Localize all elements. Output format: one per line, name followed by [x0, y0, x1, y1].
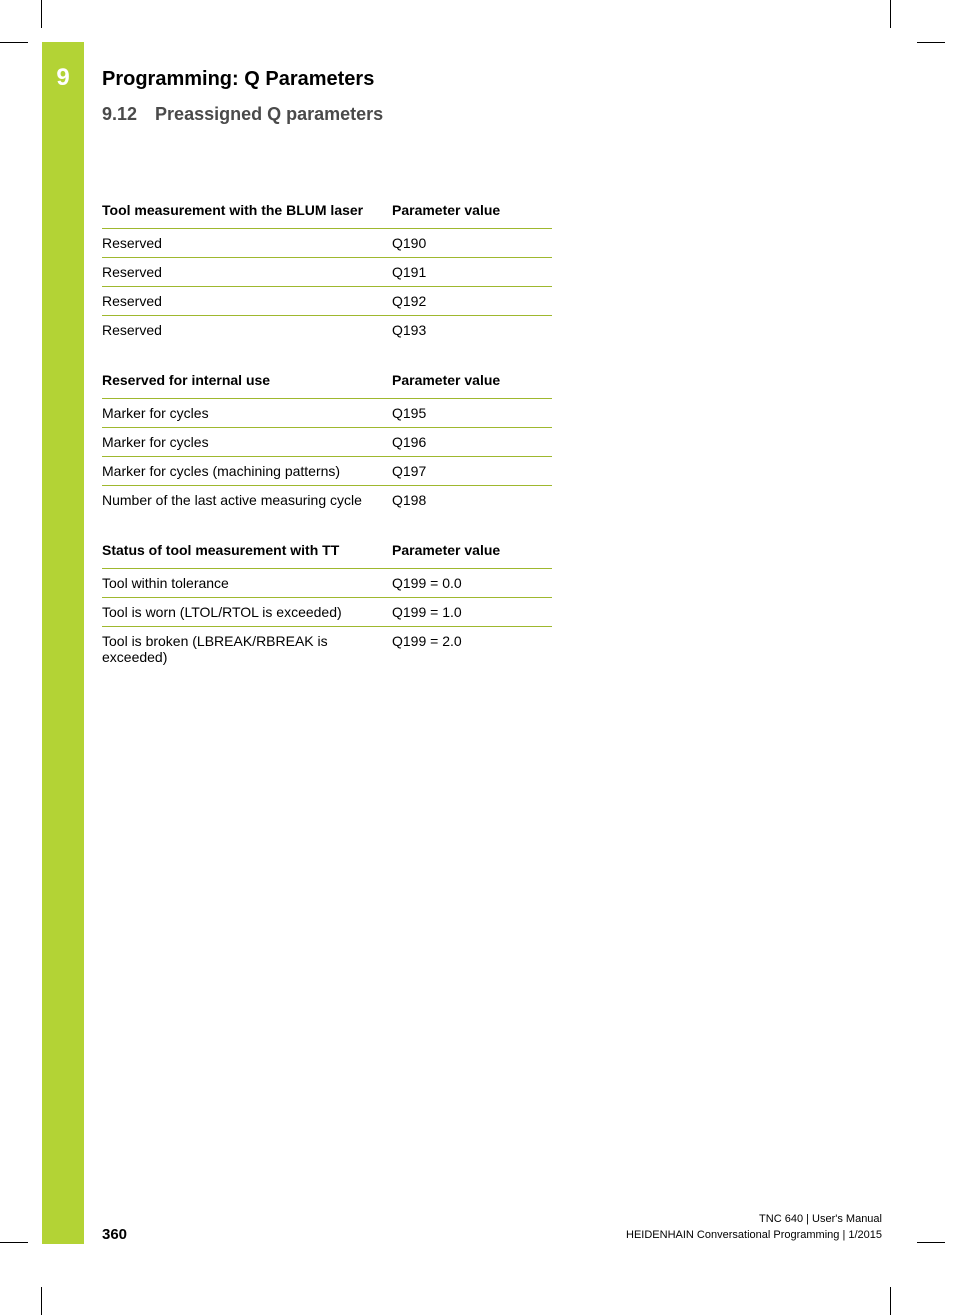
table-cell-val: Q190: [392, 229, 552, 258]
footer-text: TNC 640 | User's Manual HEIDENHAIN Conve…: [626, 1212, 882, 1243]
table-row: Marker for cyclesQ196: [102, 428, 552, 457]
table-cell-val: Q199 = 0.0: [392, 569, 552, 598]
table-cell-desc: Tool is worn (LTOL/RTOL is exceeded): [102, 598, 392, 627]
table-cell-desc: Number of the last active measuring cycl…: [102, 486, 392, 515]
table-header-val: Parameter value: [392, 366, 552, 399]
page-number: 360: [102, 1226, 127, 1243]
table-row: Tool is broken (LBREAK/RBREAK is exceede…: [102, 627, 552, 672]
table-cell-val: Q196: [392, 428, 552, 457]
table-cell-val: Q195: [392, 399, 552, 428]
table-row: ReservedQ193: [102, 316, 552, 345]
section-number: 9.12: [102, 104, 137, 124]
table-row: Marker for cycles (machining patterns)Q1…: [102, 457, 552, 486]
table-header-val: Parameter value: [392, 196, 552, 229]
table-cell-val: Q192: [392, 287, 552, 316]
page-footer: 360 TNC 640 | User's Manual HEIDENHAIN C…: [102, 1212, 882, 1243]
table-row: Tool within toleranceQ199 = 0.0: [102, 569, 552, 598]
table-row: ReservedQ191: [102, 258, 552, 287]
table-header-desc: Reserved for internal use: [102, 366, 392, 399]
table-cell-desc: Reserved: [102, 258, 392, 287]
crop-mark: [890, 1287, 891, 1315]
table-cell-val: Q199 = 2.0: [392, 627, 552, 672]
table-header-desc: Tool measurement with the BLUM laser: [102, 196, 392, 229]
param-table: Tool measurement with the BLUM laserPara…: [102, 196, 552, 344]
chapter-title: Programming: Q Parameters: [102, 68, 374, 91]
tables-container: Tool measurement with the BLUM laserPara…: [102, 196, 552, 693]
crop-mark: [41, 0, 42, 28]
table-cell-desc: Marker for cycles (machining patterns): [102, 457, 392, 486]
table-cell-desc: Tool is broken (LBREAK/RBREAK is exceede…: [102, 627, 392, 672]
crop-mark: [917, 1242, 945, 1243]
section-name: Preassigned Q parameters: [155, 104, 383, 124]
chapter-sidebar: [42, 42, 84, 1244]
crop-mark: [890, 0, 891, 28]
chapter-number: 9: [42, 64, 84, 92]
table-cell-val: Q199 = 1.0: [392, 598, 552, 627]
table-cell-desc: Reserved: [102, 316, 392, 345]
table-cell-val: Q197: [392, 457, 552, 486]
table-row: ReservedQ190: [102, 229, 552, 258]
footer-line-2: HEIDENHAIN Conversational Programming | …: [626, 1228, 882, 1243]
table-row: Tool is worn (LTOL/RTOL is exceeded)Q199…: [102, 598, 552, 627]
table-cell-val: Q193: [392, 316, 552, 345]
table-cell-val: Q191: [392, 258, 552, 287]
table-cell-desc: Marker for cycles: [102, 399, 392, 428]
crop-mark: [0, 42, 28, 43]
crop-mark: [41, 1287, 42, 1315]
table-cell-desc: Marker for cycles: [102, 428, 392, 457]
param-table: Reserved for internal useParameter value…: [102, 366, 552, 514]
table-header-val: Parameter value: [392, 536, 552, 569]
crop-mark: [917, 42, 945, 43]
table-cell-desc: Reserved: [102, 229, 392, 258]
section-title: 9.12 Preassigned Q parameters: [102, 104, 383, 125]
crop-mark: [0, 1242, 28, 1243]
param-table: Status of tool measurement with TTParame…: [102, 536, 552, 671]
table-cell-desc: Tool within tolerance: [102, 569, 392, 598]
table-row: Number of the last active measuring cycl…: [102, 486, 552, 515]
table-cell-desc: Reserved: [102, 287, 392, 316]
table-row: ReservedQ192: [102, 287, 552, 316]
footer-line-1: TNC 640 | User's Manual: [626, 1212, 882, 1227]
table-header-desc: Status of tool measurement with TT: [102, 536, 392, 569]
table-cell-val: Q198: [392, 486, 552, 515]
table-row: Marker for cyclesQ195: [102, 399, 552, 428]
